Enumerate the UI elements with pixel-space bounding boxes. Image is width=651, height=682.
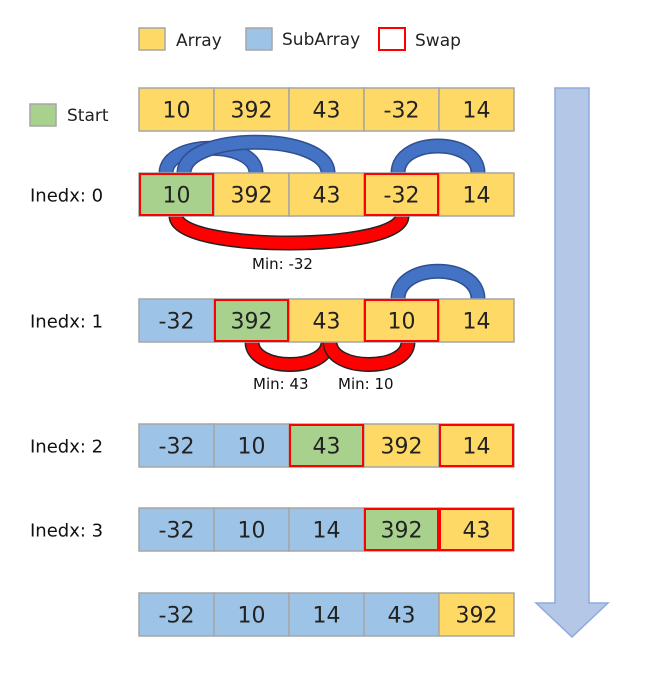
cell-value: -32 — [159, 310, 195, 335]
swap-highlight — [364, 173, 439, 216]
cell-value: 43 — [313, 310, 341, 335]
array-cell — [288, 507, 365, 552]
array-cell — [288, 592, 365, 637]
swap-highlight — [139, 173, 214, 216]
legend: Array SubArray Swap Start — [29, 27, 461, 127]
min-label-row1-b: Min: 10 — [338, 375, 394, 393]
cell-value: 392 — [231, 99, 273, 124]
legend-start-swatch — [29, 103, 57, 127]
arc-red-row1-a-inner — [246, 340, 334, 371]
row-label: Inedx: 1 — [30, 312, 103, 333]
cell-value: 14 — [463, 99, 491, 124]
array-cell — [213, 172, 290, 217]
array-cell — [138, 298, 215, 343]
cell-value: -32 — [384, 184, 420, 209]
down-arrow — [534, 87, 610, 639]
array-cell — [213, 507, 290, 552]
cell-value: 14 — [463, 310, 491, 335]
swap-highlight — [289, 424, 364, 467]
legend-start-label: Start — [67, 106, 109, 126]
row-label: Inedx: 2 — [30, 437, 103, 458]
cell-value: 10 — [238, 435, 266, 460]
swap-highlight — [439, 424, 514, 467]
cell-value: 10 — [238, 519, 266, 544]
swap-highlight — [214, 299, 289, 342]
arc-blue-row1-inner — [392, 265, 484, 300]
array-cell — [363, 87, 440, 132]
array-cell — [138, 87, 215, 132]
legend-subarray-swatch — [245, 27, 273, 51]
cell-value: -32 — [159, 604, 195, 629]
cell-value: -32 — [384, 99, 420, 124]
cell-value: 10 — [388, 310, 416, 335]
arc-blue-row0-c-inner — [392, 140, 484, 174]
array-cell — [438, 87, 515, 132]
array-row: 10 392 43 -32 14 — [138, 87, 515, 132]
array-row: Inedx: 2 -32 10 43 392 14 — [30, 423, 515, 468]
cell-value: -32 — [159, 435, 195, 460]
array-cell — [288, 172, 365, 217]
array-cell — [213, 592, 290, 637]
min-label-row1-a: Min: 43 — [253, 375, 309, 393]
legend-subarray-label: SubArray — [282, 30, 360, 50]
row-label: Inedx: 0 — [30, 186, 103, 207]
legend-swap-swatch — [378, 27, 406, 51]
array-cell — [288, 298, 365, 343]
arc-blue-row0-b-inner — [178, 136, 334, 175]
array-row: Inedx: 0 10 392 43 -32 14 — [30, 172, 515, 217]
legend-swap-label: Swap — [415, 31, 461, 51]
cell-value: 392 — [456, 604, 498, 629]
cell-value: 14 — [313, 604, 341, 629]
array-cell — [213, 87, 290, 132]
legend-array-swatch — [138, 27, 166, 51]
swap-highlight — [364, 299, 439, 342]
arc-red-row1-b-inner — [324, 340, 414, 371]
array-row: Inedx: 3 -32 10 14 392 43 — [30, 507, 515, 552]
cell-value: -32 — [159, 519, 195, 544]
cell-value: 10 — [238, 604, 266, 629]
cell-value: 43 — [463, 519, 491, 544]
array-row: Inedx: 1 -32 392 43 10 14 — [30, 298, 515, 343]
min-label-row0: Min: -32 — [252, 255, 313, 273]
cell-value: 392 — [231, 310, 273, 335]
cell-value: 14 — [313, 519, 341, 544]
arcs — [158, 134, 486, 372]
array-row: -32 10 14 43 392 — [138, 592, 515, 637]
cell-value: 10 — [163, 99, 191, 124]
array-cell — [438, 172, 515, 217]
row-label: Inedx: 3 — [30, 521, 103, 542]
array-cell — [438, 592, 515, 637]
cell-value: 43 — [313, 99, 341, 124]
swap-highlight — [364, 508, 439, 551]
cell-value: 10 — [163, 184, 191, 209]
swap-highlight — [439, 508, 514, 551]
cell-value: 392 — [381, 519, 423, 544]
legend-array-label: Array — [176, 31, 222, 51]
cell-value: 392 — [231, 184, 273, 209]
cell-value: 14 — [463, 435, 491, 460]
arc-red-row0-inner — [170, 214, 408, 249]
cell-value: 392 — [381, 435, 423, 460]
array-cell — [138, 592, 215, 637]
cell-value: 43 — [313, 435, 341, 460]
cell-value: 43 — [388, 604, 416, 629]
cell-value: 14 — [463, 184, 491, 209]
cell-value: 43 — [313, 184, 341, 209]
array-cell — [363, 507, 440, 552]
